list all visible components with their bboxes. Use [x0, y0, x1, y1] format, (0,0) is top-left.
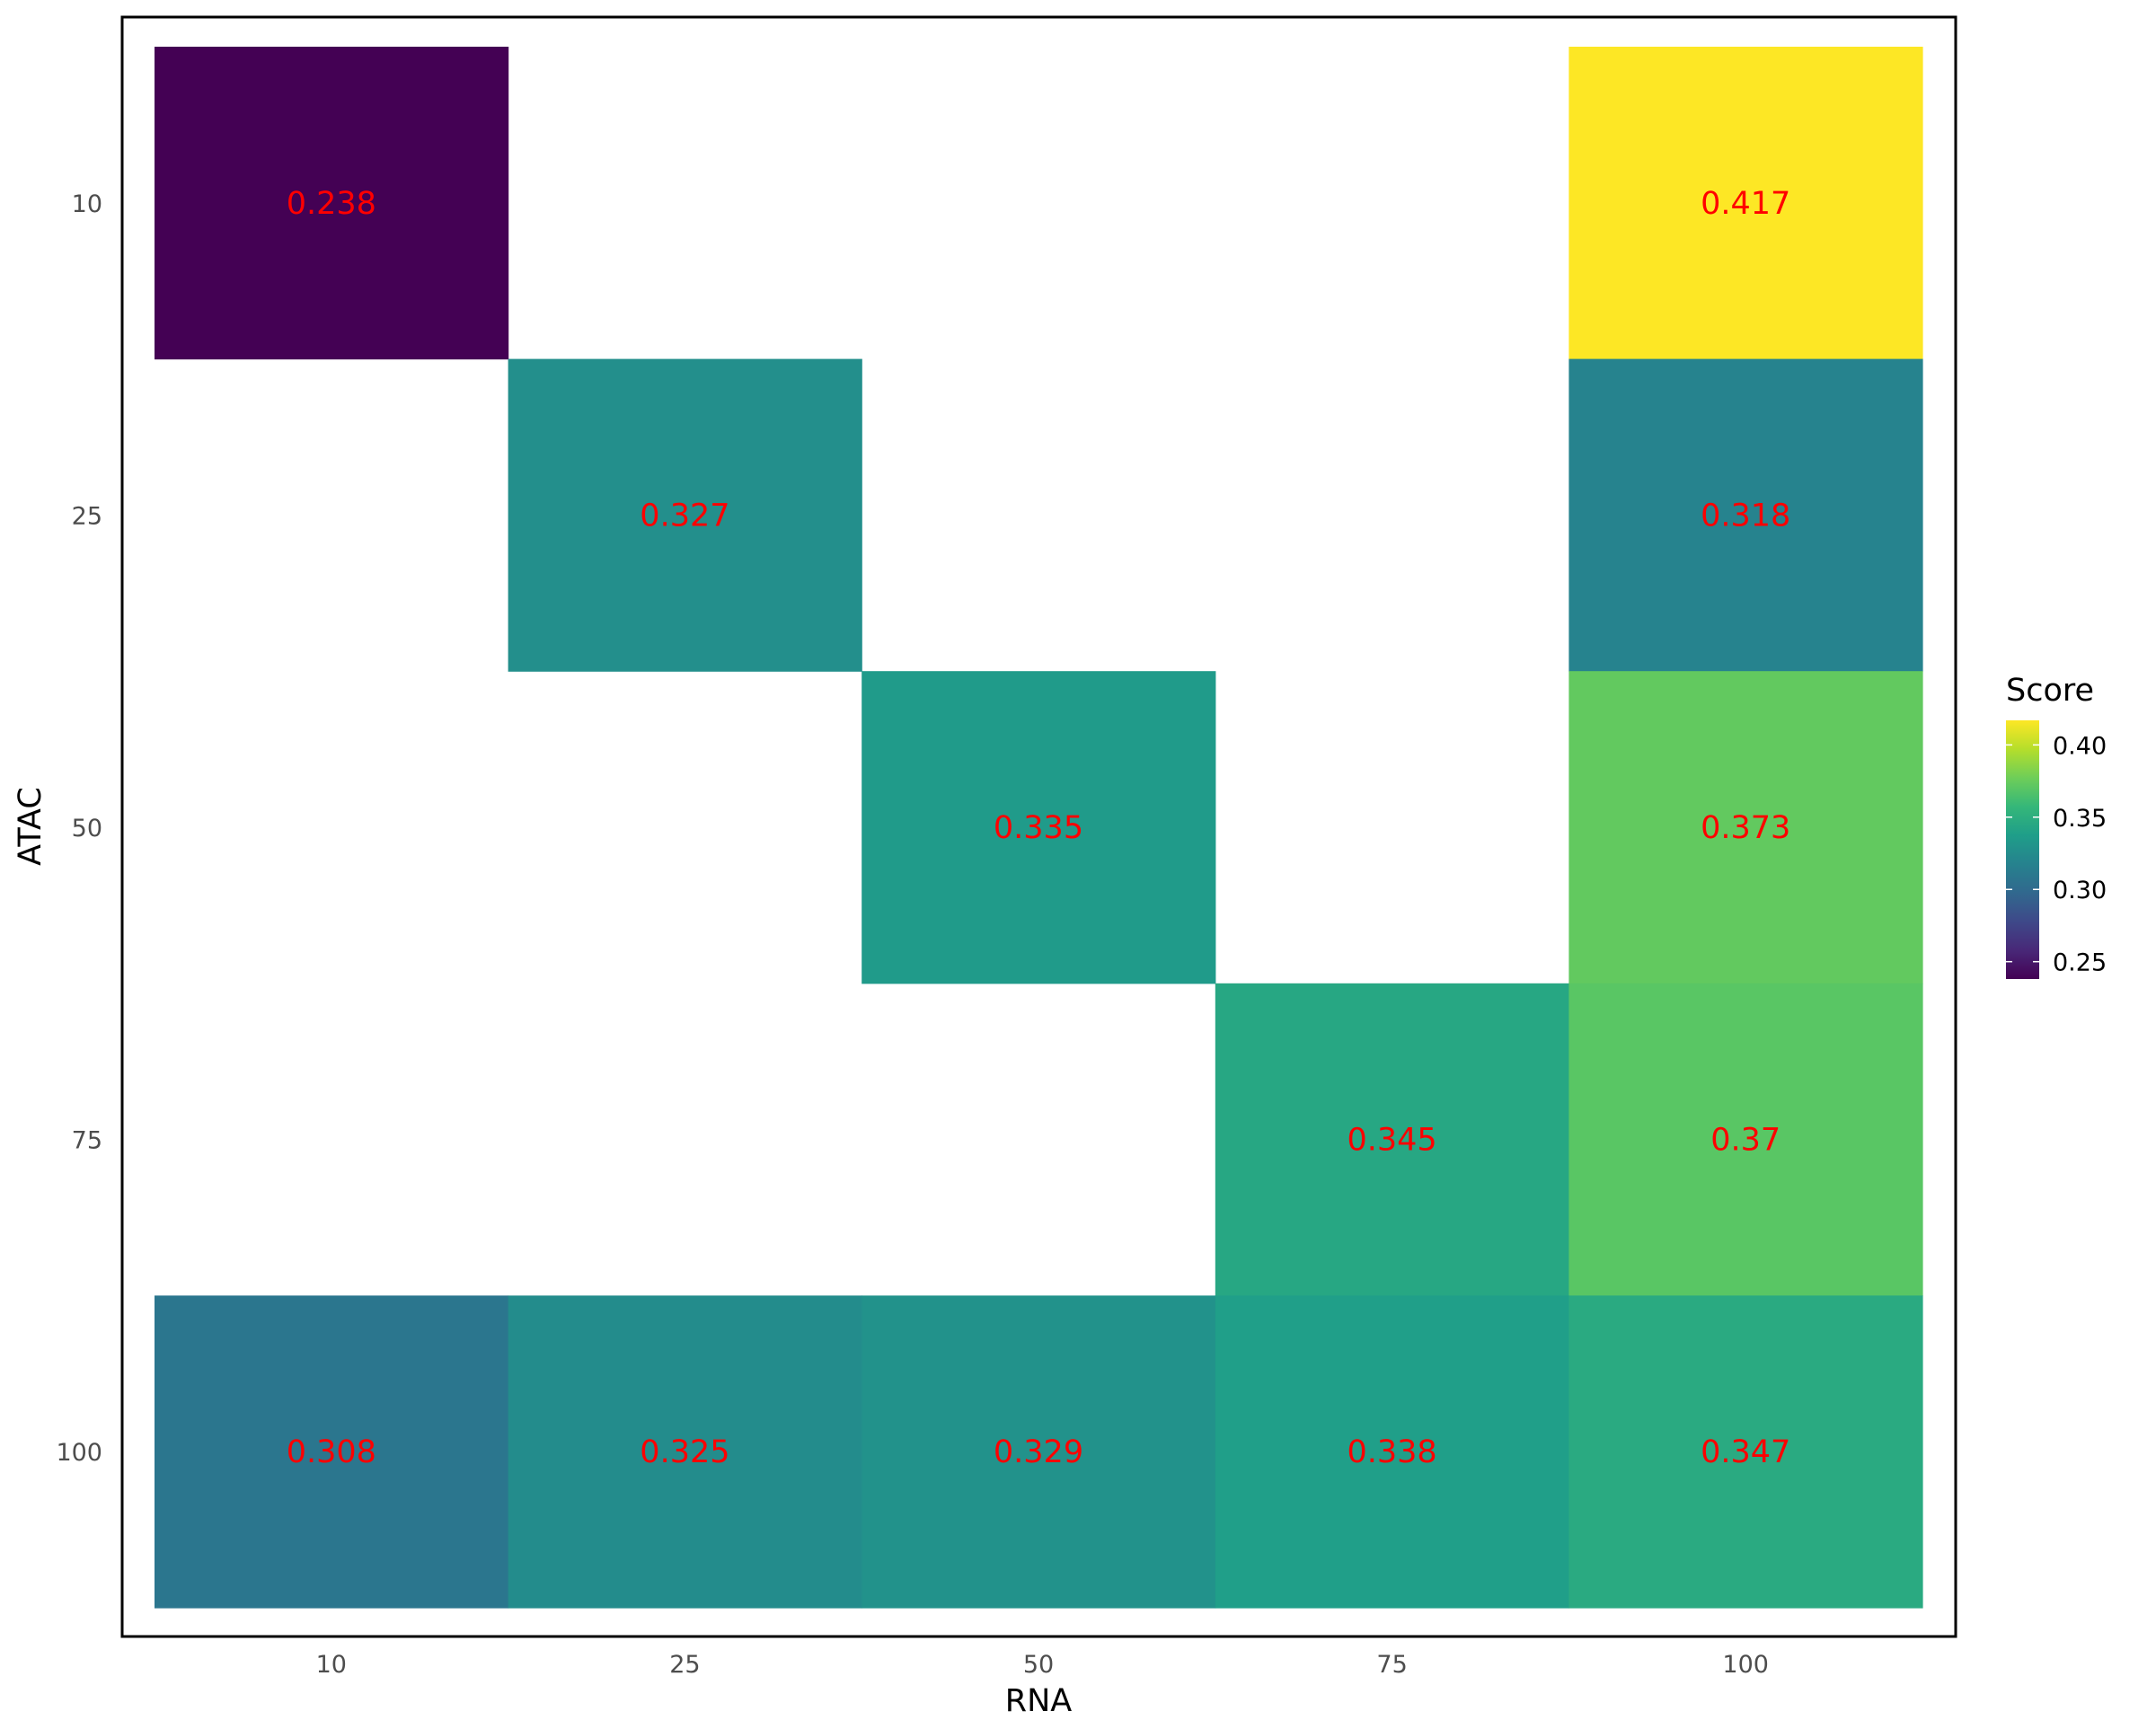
legend-tick-label: 0.30	[2053, 877, 2107, 904]
cell-value-label: 0.318	[1701, 498, 1790, 534]
x-tick-label: 100	[1722, 1651, 1769, 1679]
legend-title: Score	[2006, 673, 2094, 709]
legend-tick-label: 0.25	[2053, 949, 2107, 977]
x-tick-label: 75	[1376, 1651, 1407, 1679]
color-legend: Score 0.25 0.30 0.35 0.40	[2006, 673, 2107, 979]
y-tick-label: 100	[56, 1439, 102, 1467]
cell-value-labels: 0.238 0.417 0.327 0.318 0.335 0.373 0.345 0.37 0…	[287, 186, 1791, 1470]
heatmap-cell	[1215, 983, 1569, 1296]
heatmap-cell	[862, 1295, 1216, 1609]
cell-value-label: 0.329	[994, 1434, 1083, 1470]
y-axis-title: ATAC	[13, 787, 49, 866]
x-axis-ticks: 10 25 50 75 100	[316, 1651, 1769, 1679]
x-tick-label: 50	[1023, 1651, 1054, 1679]
heatmap-cell	[1568, 1295, 1923, 1609]
y-tick-label: 10	[72, 190, 102, 218]
heatmap-cells	[155, 47, 1923, 1609]
legend-ticks: 0.25 0.30 0.35 0.40	[2006, 732, 2107, 977]
y-tick-label: 50	[72, 815, 102, 842]
heatmap-cell	[508, 358, 862, 672]
x-tick-label: 10	[316, 1651, 347, 1679]
cell-value-label: 0.417	[1701, 186, 1790, 222]
heatmap-cell	[1568, 47, 1923, 360]
cell-value-label: 0.327	[640, 498, 729, 534]
legend-tick-label: 0.40	[2053, 732, 2107, 760]
cell-value-label: 0.347	[1701, 1434, 1790, 1470]
cell-value-label: 0.345	[1347, 1123, 1436, 1159]
heatmap-cell	[1568, 671, 1923, 984]
x-axis-title: RNA	[1005, 1683, 1073, 1719]
panel-border	[120, 15, 1957, 1638]
cell-value-label: 0.373	[1701, 810, 1790, 846]
heatmap-cell	[1568, 983, 1923, 1296]
heatmap-cell	[1215, 1295, 1569, 1609]
heatmap-cell	[862, 671, 1216, 984]
x-tick-label: 25	[669, 1651, 700, 1679]
y-tick-label: 25	[72, 502, 102, 530]
cell-value-label: 0.37	[1710, 1123, 1780, 1159]
y-axis-ticks: 10 25 50 75 100	[56, 190, 102, 1467]
legend-tick-label: 0.35	[2053, 805, 2107, 833]
y-tick-label: 75	[72, 1127, 102, 1155]
heatmap-cell	[155, 1295, 509, 1609]
heatmap-cell	[508, 1295, 862, 1609]
legend-colorbar	[2006, 720, 2039, 979]
heatmap-cell	[155, 47, 509, 360]
heatmap-cell	[1568, 358, 1923, 672]
cell-value-label: 0.335	[994, 810, 1083, 846]
cell-value-label: 0.338	[1347, 1434, 1436, 1470]
cell-value-label: 0.325	[640, 1434, 729, 1470]
cell-value-label: 0.308	[287, 1434, 376, 1470]
cell-value-label: 0.238	[287, 186, 376, 222]
